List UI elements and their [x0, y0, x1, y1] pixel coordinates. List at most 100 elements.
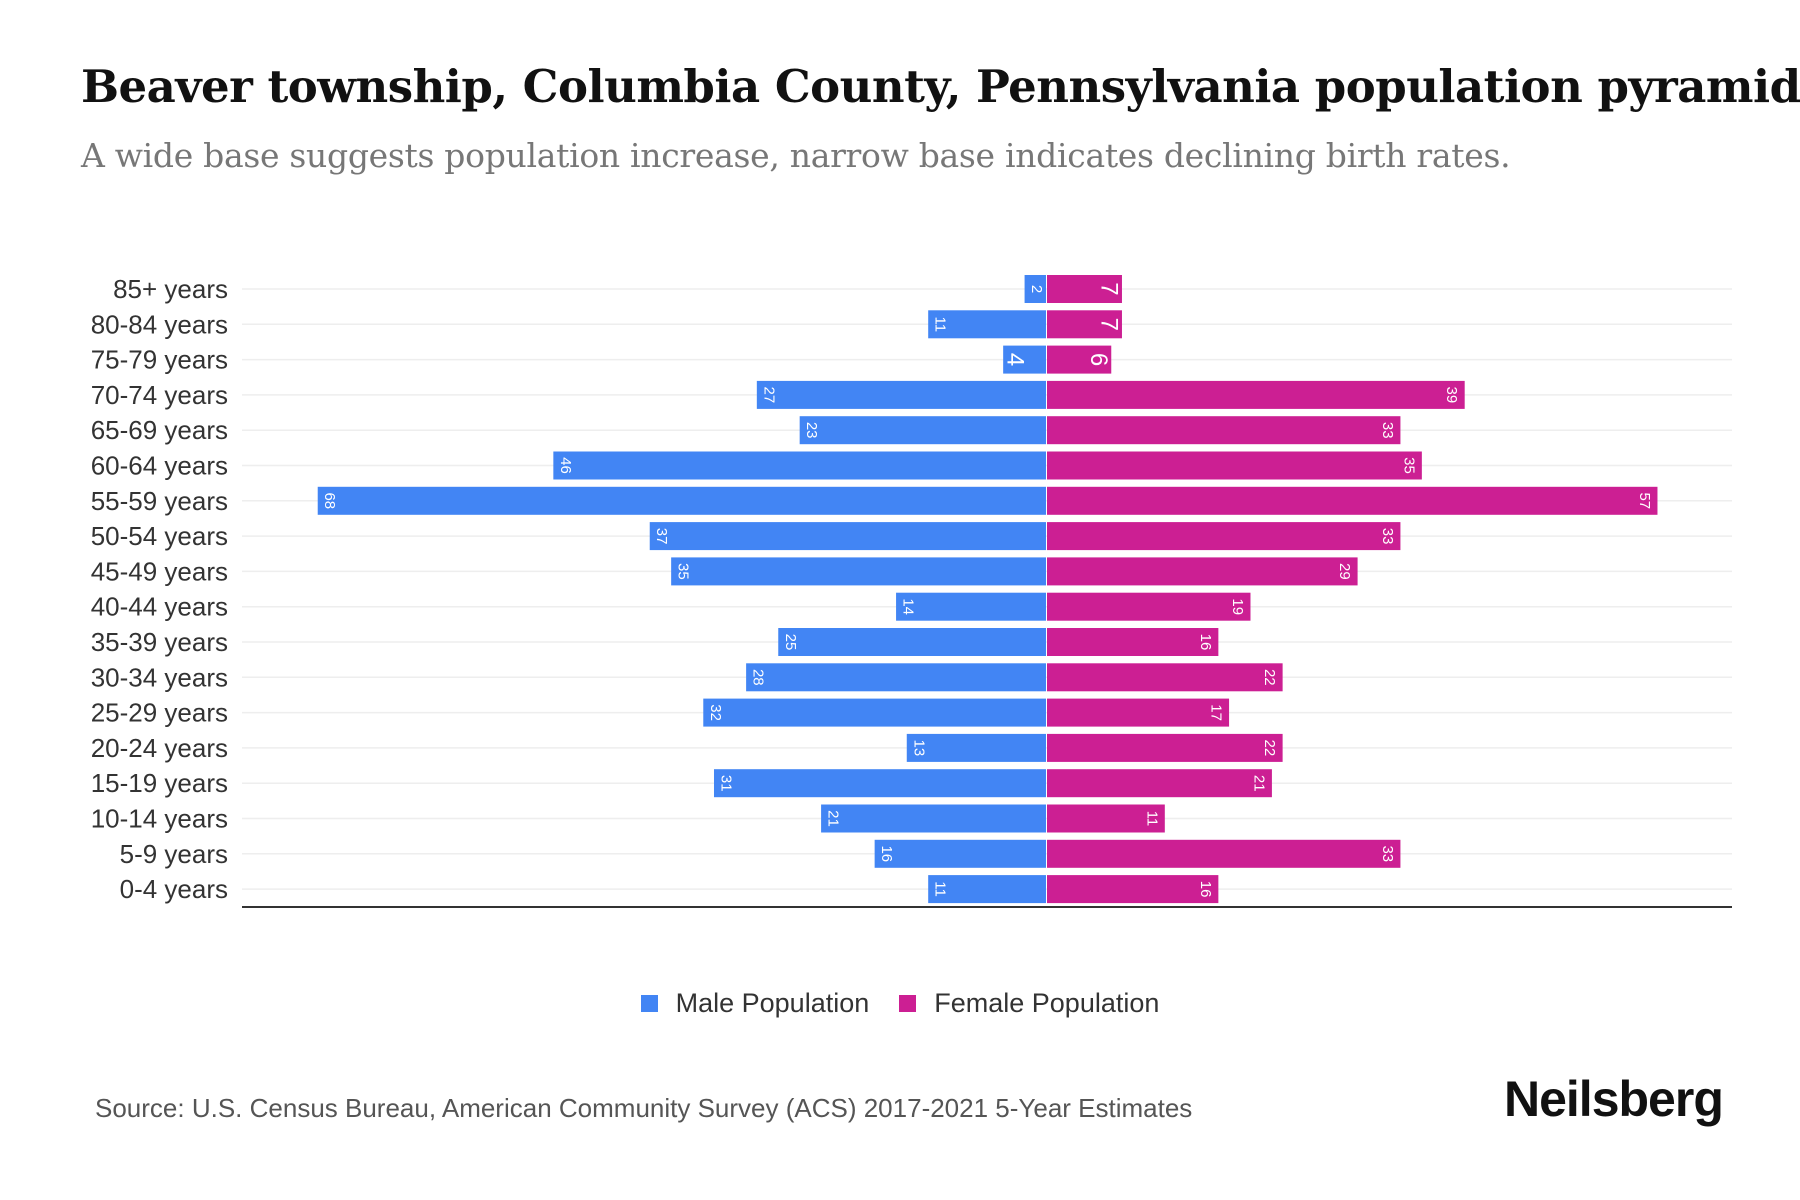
- male-value-label: 2: [1028, 285, 1045, 293]
- female-value-label: 33: [1379, 528, 1396, 545]
- y-tick-label: 55-59 years: [91, 486, 228, 516]
- male-value-label: 35: [675, 563, 692, 580]
- y-tick-label: 80-84 years: [91, 309, 228, 339]
- female-bar: [1047, 380, 1465, 409]
- neilsberg-logo: Neilsberg: [1504, 1071, 1724, 1127]
- y-tick-label: 65-69 years: [91, 415, 228, 445]
- y-tick-label: 35-39 years: [91, 627, 228, 657]
- legend-swatch-male: [640, 995, 658, 1012]
- female-value-label: 16: [1197, 881, 1214, 898]
- y-tick-label: 40-44 years: [91, 592, 228, 622]
- male-bar: [671, 557, 1046, 586]
- y-tick-label: 45-49 years: [91, 556, 228, 586]
- y-tick-label: 5-9 years: [120, 839, 228, 869]
- female-value-label: 16: [1197, 634, 1214, 651]
- male-bar: [553, 451, 1046, 480]
- female-bar: [1047, 522, 1401, 551]
- female-bar: [1047, 486, 1658, 515]
- male-bar: [906, 733, 1046, 762]
- legend-item-male: Male Population: [640, 988, 869, 1019]
- female-value-label: 57: [1636, 492, 1653, 509]
- source-note: Source: U.S. Census Bureau, American Com…: [95, 1093, 1193, 1123]
- female-bar: [1047, 733, 1283, 762]
- female-value-label: 39: [1443, 387, 1460, 404]
- male-bar: [896, 592, 1046, 621]
- female-value-label: 29: [1336, 563, 1353, 580]
- y-tick-label: 15-19 years: [91, 768, 228, 798]
- male-value-label: 28: [750, 669, 767, 686]
- male-value-label: 4: [1002, 353, 1029, 366]
- female-bar: [1047, 416, 1401, 445]
- male-bar: [821, 804, 1046, 833]
- male-bar: [756, 380, 1046, 409]
- male-bar: [649, 522, 1046, 551]
- male-value-label: 27: [760, 387, 777, 404]
- male-bar: [317, 486, 1047, 515]
- female-bar: [1047, 275, 1122, 303]
- male-bar: [799, 416, 1046, 445]
- y-tick-label: 75-79 years: [91, 345, 228, 375]
- female-value-label: 6: [1085, 353, 1112, 366]
- y-tick-label: 0-4 years: [120, 874, 228, 904]
- male-value-label: 16: [878, 845, 895, 862]
- y-tick-label: 30-34 years: [91, 662, 228, 692]
- chart-subtitle: A wide base suggests population increase…: [81, 136, 1511, 175]
- male-value-label: 11: [932, 317, 949, 333]
- female-value-label: 35: [1400, 457, 1417, 474]
- male-value-label: 21: [825, 810, 842, 827]
- male-value-label: 25: [782, 634, 799, 651]
- legend-item-female: Female Population: [899, 988, 1159, 1019]
- female-value-label: 7: [1095, 282, 1122, 295]
- y-tick-label: 85+ years: [113, 274, 228, 304]
- female-bar: [1047, 769, 1272, 798]
- male-value-label: 13: [910, 740, 927, 757]
- male-bar: [746, 663, 1046, 692]
- male-bar: [778, 628, 1046, 656]
- male-value-label: 37: [653, 528, 670, 545]
- y-tick-label: 50-54 years: [91, 521, 228, 551]
- female-bar: [1047, 875, 1219, 904]
- female-value-label: 33: [1379, 422, 1396, 439]
- female-bar: [1047, 310, 1122, 339]
- male-value-label: 11: [932, 881, 949, 897]
- y-tick-label: 25-29 years: [91, 698, 228, 728]
- female-bar: [1047, 628, 1219, 656]
- y-tick-label: 10-14 years: [91, 804, 228, 834]
- female-bar: [1047, 451, 1422, 480]
- female-value-label: 22: [1261, 669, 1278, 686]
- female-bar: [1047, 839, 1401, 868]
- male-value-label: 46: [557, 457, 574, 474]
- male-bar: [1003, 345, 1046, 374]
- female-bar: [1047, 345, 1112, 374]
- male-bar: [713, 769, 1046, 798]
- male-value-label: 31: [717, 775, 734, 792]
- female-value-label: 11: [1143, 811, 1160, 827]
- female-value-label: 33: [1379, 845, 1396, 862]
- female-value-label: 21: [1250, 775, 1267, 792]
- male-bar: [928, 310, 1046, 339]
- male-bar: [928, 875, 1046, 904]
- female-value-label: 19: [1229, 598, 1246, 615]
- male-bar: [1024, 275, 1046, 303]
- female-bar: [1047, 557, 1358, 586]
- legend: Male Population Female Population: [0, 988, 1800, 1019]
- female-bar: [1047, 804, 1165, 833]
- female-bar: [1047, 592, 1251, 621]
- male-value-label: 68: [321, 492, 338, 509]
- female-bar: [1047, 698, 1230, 727]
- legend-swatch-female: [899, 995, 917, 1012]
- male-value-label: 23: [803, 422, 820, 439]
- y-tick-label: 20-24 years: [91, 733, 228, 763]
- female-bar: [1047, 663, 1283, 692]
- female-value-label: 22: [1261, 740, 1278, 757]
- male-bar: [874, 839, 1046, 868]
- chart-title: Beaver township, Columbia County, Pennsy…: [81, 60, 1800, 113]
- male-value-label: 32: [707, 704, 724, 721]
- y-tick-label: 70-74 years: [91, 380, 228, 410]
- legend-label-female: Female Population: [934, 988, 1160, 1018]
- male-value-label: 14: [900, 598, 917, 615]
- male-bar: [703, 698, 1046, 727]
- y-tick-label: 60-64 years: [91, 451, 228, 481]
- female-value-label: 17: [1208, 704, 1225, 721]
